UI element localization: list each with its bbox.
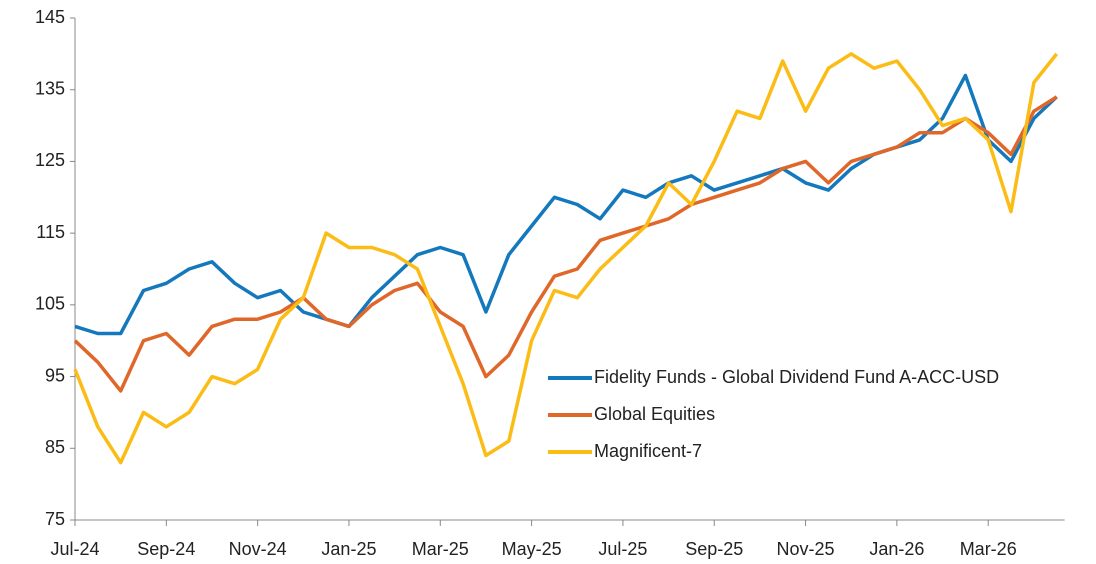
- legend-label: Global Equities: [594, 404, 715, 424]
- x-tick-label: Sep-24: [137, 539, 195, 559]
- x-tick-label: Jan-26: [869, 539, 924, 559]
- legend-label: Magnificent-7: [594, 441, 702, 461]
- y-tick-label: 135: [35, 78, 65, 98]
- x-tick-label: May-25: [502, 539, 562, 559]
- y-tick-label: 105: [35, 294, 65, 314]
- x-tick-label: Jan-25: [321, 539, 376, 559]
- y-tick-label: 115: [36, 222, 65, 242]
- x-tick-label: Jul-24: [50, 539, 99, 559]
- x-tick-label: Jul-25: [598, 539, 647, 559]
- y-tick-label: 145: [35, 7, 65, 27]
- y-tick-label: 95: [45, 365, 65, 385]
- y-tick-label: 125: [35, 150, 65, 170]
- x-tick-label: Nov-25: [777, 539, 835, 559]
- x-tick-label: Mar-26: [960, 539, 1017, 559]
- series-line: [73, 52, 1059, 465]
- legend-label: Fidelity Funds - Global Dividend Fund A-…: [594, 367, 999, 387]
- series-line: [73, 95, 1058, 393]
- y-tick-label: 75: [45, 509, 65, 529]
- x-tick-label: Nov-24: [229, 539, 287, 559]
- x-tick-label: Mar-25: [412, 539, 469, 559]
- x-tick-label: Sep-25: [685, 539, 743, 559]
- y-tick-label: 85: [45, 437, 65, 457]
